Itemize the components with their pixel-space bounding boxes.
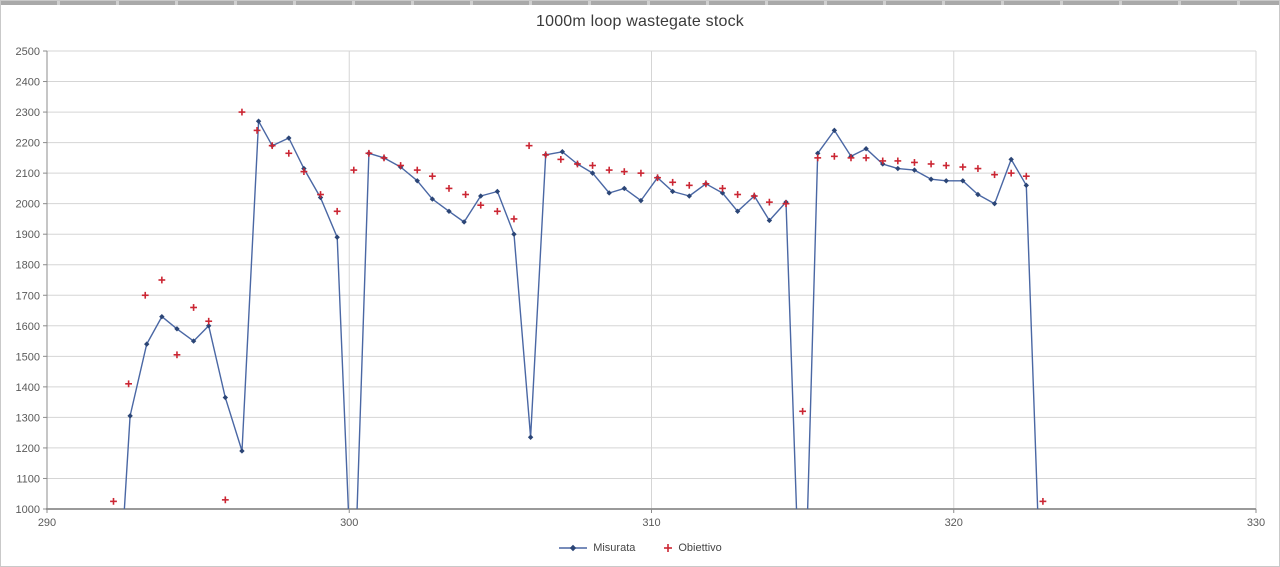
- series-misurata-marker: [734, 208, 741, 214]
- series-misurata-marker: [669, 188, 676, 195]
- series-misurata-marker: [159, 313, 165, 320]
- series-misurata-marker: [831, 127, 838, 134]
- series-misurata-marker: [446, 208, 452, 214]
- y-tick-label: 1300: [16, 412, 40, 424]
- y-tick-label: 1400: [16, 382, 40, 394]
- legend: Misurata Obiettivo: [1, 540, 1279, 556]
- series-misurata-marker: [255, 118, 262, 124]
- legend-item-obiettivo: Obiettivo: [663, 542, 722, 554]
- series-misurata-marker: [144, 341, 150, 347]
- series-misurata-marker: [943, 178, 949, 184]
- series-misurata-marker: [863, 146, 869, 152]
- series-misurata-marker: [638, 197, 644, 204]
- x-tick-label: 310: [642, 517, 660, 529]
- series-misurata-marker: [589, 170, 596, 176]
- y-tick-label: 1200: [16, 443, 40, 455]
- obiettivo-plus-icon: [664, 544, 673, 552]
- series-misurata-marker: [206, 323, 212, 329]
- series-misurata-marker: [911, 167, 918, 173]
- x-tick-label: 330: [1247, 517, 1265, 529]
- series-misurata-marker: [686, 193, 692, 199]
- spreadsheet-row-edge: [1, 1, 1279, 5]
- y-tick-label: 2300: [16, 107, 40, 119]
- series-misurata-marker: [975, 191, 981, 198]
- series-misurata-marker: [174, 326, 180, 332]
- y-tick-label: 1600: [16, 321, 40, 333]
- y-tick-label: 1900: [16, 229, 40, 241]
- series-misurata-marker: [928, 176, 934, 182]
- y-tick-label: 1000: [16, 504, 40, 516]
- series-group: [110, 108, 1047, 509]
- y-tick-label: 1800: [16, 260, 40, 272]
- y-tick-label: 1100: [16, 473, 40, 485]
- series-misurata-marker: [334, 234, 340, 240]
- y-tick-label: 2400: [16, 77, 40, 89]
- series-misurata-marker: [527, 434, 534, 440]
- series-misurata-marker: [286, 135, 292, 141]
- series-misurata-marker: [991, 200, 998, 207]
- series-misurata-marker: [222, 394, 229, 401]
- x-tick-label: 320: [945, 517, 963, 529]
- series-misurata-marker: [511, 231, 517, 237]
- series-misurata-marker: [429, 196, 436, 202]
- series-misurata-marker: [766, 217, 773, 224]
- y-tick-label: 2100: [16, 168, 40, 180]
- series-misurata-marker: [1023, 182, 1029, 189]
- x-tick-label: 290: [38, 517, 56, 529]
- series-misurata-marker: [478, 193, 484, 199]
- legend-label-misurata: Misurata: [593, 542, 636, 554]
- series-misurata-marker: [815, 150, 821, 156]
- y-tick-label: 2000: [16, 199, 40, 211]
- chart-title: 1000m loop wastegate stock: [536, 13, 744, 30]
- series-misurata-marker: [606, 190, 612, 196]
- series-misurata-line: [123, 120, 1039, 509]
- y-tick-label: 1700: [16, 290, 40, 302]
- legend-item-misurata: Misurata: [558, 542, 635, 554]
- series-misurata-marker: [621, 185, 627, 192]
- series-misurata-marker: [1008, 156, 1014, 163]
- y-tick-label: 1500: [16, 351, 40, 363]
- series-misurata-marker: [414, 178, 420, 184]
- series-misurata-marker: [127, 413, 133, 419]
- series-misurata-marker: [960, 178, 966, 184]
- misurata-line-diamond-icon: [559, 544, 588, 552]
- x-tick-label: 300: [340, 517, 358, 529]
- y-tick-label: 2500: [16, 46, 40, 58]
- y-tick-label: 2200: [16, 138, 40, 150]
- series-misurata-marker: [895, 165, 901, 172]
- series-misurata-marker: [190, 338, 197, 344]
- series-misurata-marker: [239, 448, 245, 454]
- series-misurata-marker: [559, 149, 566, 155]
- series-misurata-marker: [461, 219, 467, 225]
- legend-label-obiettivo: Obiettivo: [678, 542, 722, 554]
- series-misurata-marker: [494, 188, 501, 195]
- series-misurata-marker: [719, 190, 726, 196]
